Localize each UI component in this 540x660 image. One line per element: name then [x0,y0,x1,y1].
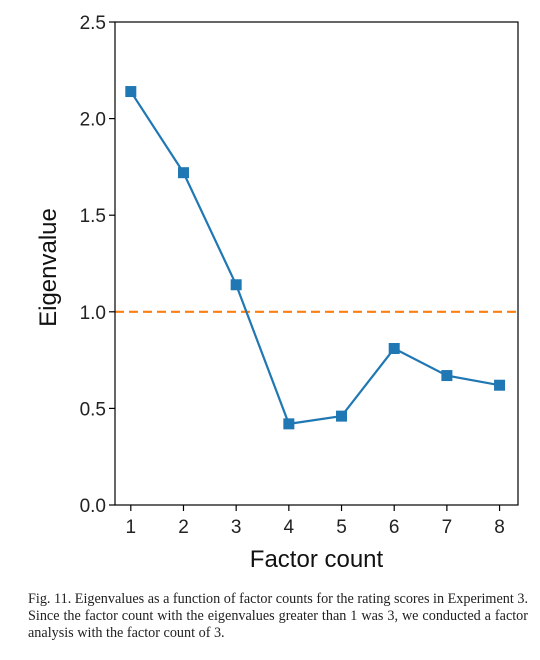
data-point-marker [494,379,506,391]
data-point-marker [388,343,400,355]
eigenvalue-chart: 0.0 0.5 1.0 1.5 2.0 2.5 1 2 3 4 5 6 7 8 Factor count… [35,13,519,573]
x-tick-label: 3 [231,517,242,538]
x-axis-title: Factor count [250,546,384,573]
x-tick-label: 4 [284,517,295,538]
y-axis-ticks: 0.0 0.5 1.0 1.5 2.0 2.5 [80,13,115,517]
y-tick-label: 1.5 [80,206,106,227]
figure-caption: Fig. 11. Eigenvalues as a function of fa… [28,591,528,641]
data-point-marker [336,410,348,422]
y-tick-label: 0.5 [80,399,106,420]
y-tick-label: 1.0 [80,303,106,324]
series-group [125,86,506,430]
plot-frame [114,21,519,506]
data-point-marker [441,370,453,382]
series-line [129,90,500,426]
x-tick-label: 8 [494,517,505,538]
x-tick-label: 7 [442,517,453,538]
x-axis-ticks: 1 2 3 4 5 6 7 8 [126,505,505,538]
y-axis-title: Eigenvalue [35,208,62,327]
y-tick-label: 0.0 [80,496,106,517]
data-point-marker [177,167,189,179]
y-tick-label: 2.0 [80,110,106,131]
y-tick-label: 2.5 [80,13,106,34]
x-tick-label: 1 [126,517,137,538]
x-tick-label: 2 [178,517,189,538]
x-tick-label: 5 [336,517,347,538]
x-tick-label: 6 [389,517,400,538]
data-point-marker [125,86,137,98]
data-point-marker [283,418,295,430]
data-point-marker [230,279,242,291]
